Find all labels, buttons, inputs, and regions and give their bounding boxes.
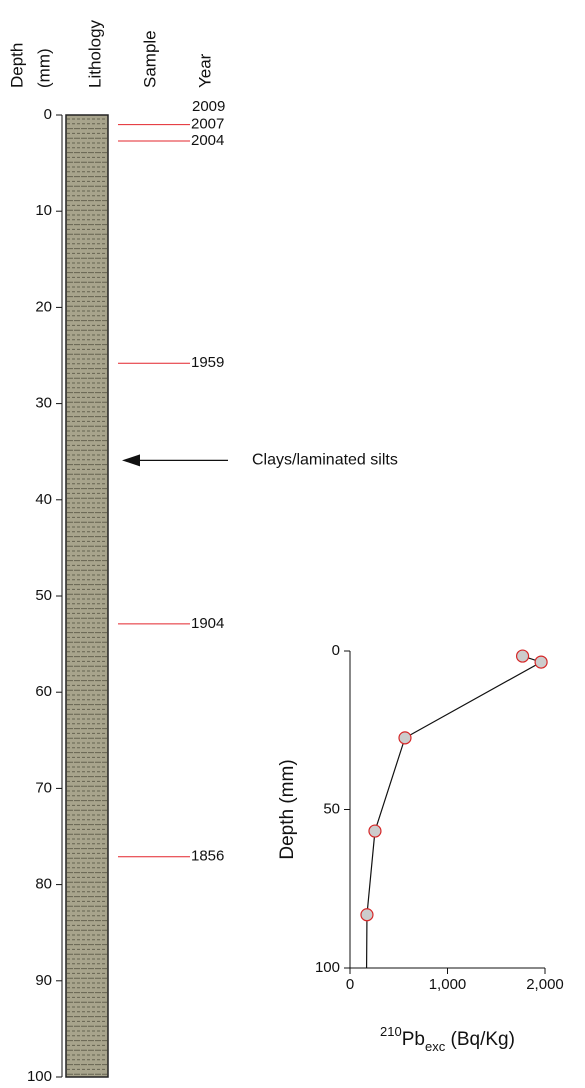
x-tick-label: 2,000 <box>526 976 564 993</box>
column-header: Lithology <box>85 19 104 88</box>
y-tick-label: 80 <box>35 876 52 893</box>
y-tick-label: 0 <box>44 106 52 123</box>
y-tick-label: 20 <box>35 298 52 315</box>
data-point <box>399 732 411 744</box>
x-axis-label: 210Pbexc (Bq/Kg) <box>380 1024 515 1054</box>
year-label: 2009 <box>192 98 225 115</box>
data-point <box>369 825 381 837</box>
column-header: Year <box>195 53 214 88</box>
y-tick-label: 10 <box>35 202 52 219</box>
year-label: 2007 <box>191 116 224 133</box>
column-header: Sample <box>140 30 159 88</box>
lithology-column <box>66 115 108 1077</box>
x-tick-label: 0 <box>346 976 354 993</box>
column-header: (mm) <box>34 48 53 88</box>
x-axis-label-part: (Bq/Kg) <box>445 1029 515 1050</box>
data-point <box>361 909 373 921</box>
y-axis-label: Depth (mm) <box>277 759 298 859</box>
year-label: 1959 <box>191 354 224 371</box>
data-point <box>535 656 547 668</box>
y-tick-label: 0 <box>332 642 340 659</box>
x-axis-label-part: 210 <box>380 1024 402 1039</box>
y-tick-label: 30 <box>35 395 52 412</box>
data-point <box>517 650 529 662</box>
y-tick-label: 90 <box>35 972 52 989</box>
y-tick-label: 100 <box>315 959 340 976</box>
year-label: 1904 <box>191 615 224 632</box>
annotation: Clays/laminated silts <box>252 452 398 469</box>
year-label: 1856 <box>191 848 224 865</box>
y-tick-label: 100 <box>27 1068 52 1085</box>
column-header: Depth <box>7 43 26 88</box>
y-tick-label: 50 <box>35 587 52 604</box>
x-axis-label-part: exc <box>425 1039 446 1054</box>
y-tick-label: 40 <box>35 491 52 508</box>
y-tick-label: 50 <box>323 800 340 817</box>
x-axis-label-part: Pb <box>402 1029 425 1050</box>
year-label: 2004 <box>191 132 224 149</box>
arrow-head <box>122 454 140 466</box>
y-tick-label: 60 <box>35 683 52 700</box>
y-tick-label: 70 <box>35 779 52 796</box>
x-tick-label: 1,000 <box>429 976 467 993</box>
figure: Depth (mm) Lithology Sample Year 0 10 20 30 40 50 6… <box>0 0 585 1088</box>
series-line <box>367 656 542 968</box>
